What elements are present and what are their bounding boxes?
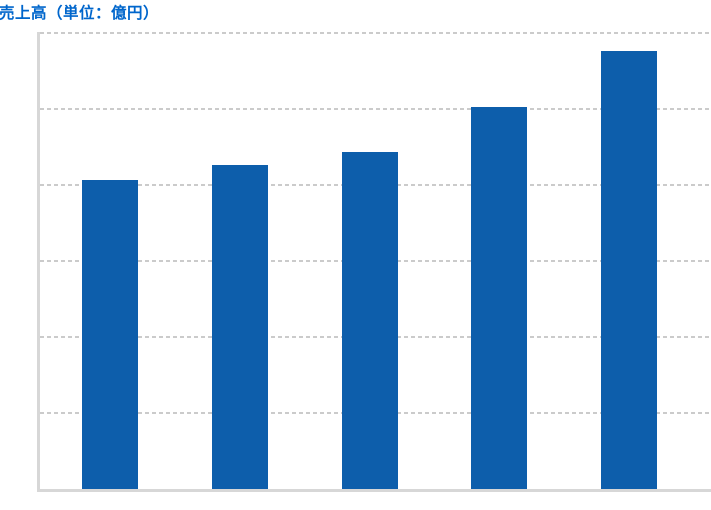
bar-2 [211,165,268,489]
bar-4 [471,107,528,489]
gridline-6 [40,32,711,34]
bar-5 [601,51,657,489]
bar-3 [341,151,398,489]
x-axis-line [37,489,711,492]
y-axis-line [37,32,40,489]
bar-1 [82,180,138,489]
gridline-5 [40,108,711,110]
chart-title: 売上高（単位：億円） [0,4,160,22]
